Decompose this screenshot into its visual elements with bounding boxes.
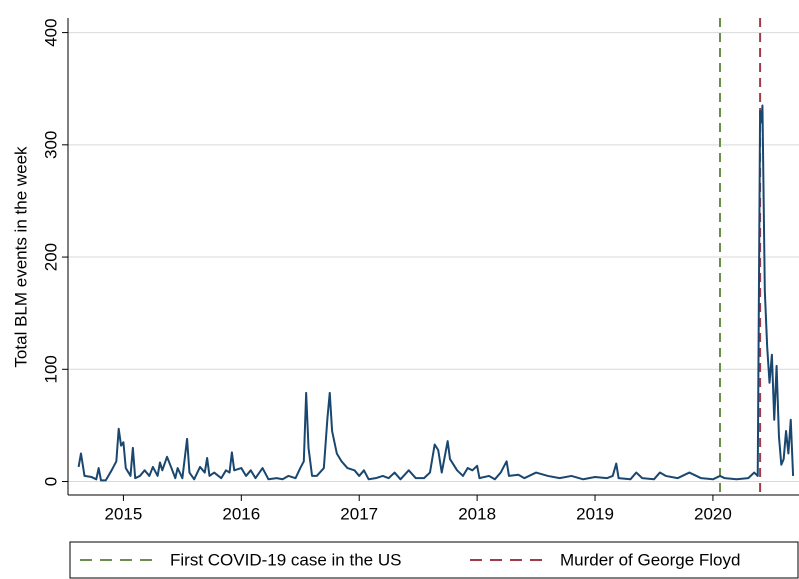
y-axis-label: Total BLM events in the week [11, 146, 30, 368]
x-tick-label: 2018 [458, 504, 496, 523]
x-tick-label: 2017 [340, 504, 378, 523]
legend-label: First COVID-19 case in the US [170, 550, 401, 569]
legend-box [69, 541, 799, 579]
x-tick-label: 2020 [694, 504, 732, 523]
x-tick-label: 2019 [576, 504, 614, 523]
y-tick-label: 400 [41, 18, 60, 46]
x-tick-label: 2016 [222, 504, 260, 523]
x-tick-label: 2015 [105, 504, 143, 523]
y-tick-label: 0 [41, 477, 60, 486]
y-tick-label: 100 [41, 355, 60, 383]
legend-label: Murder of George Floyd [560, 550, 740, 569]
y-tick-label: 300 [41, 131, 60, 159]
data-line [77, 104, 795, 482]
y-tick-label: 200 [41, 243, 60, 271]
